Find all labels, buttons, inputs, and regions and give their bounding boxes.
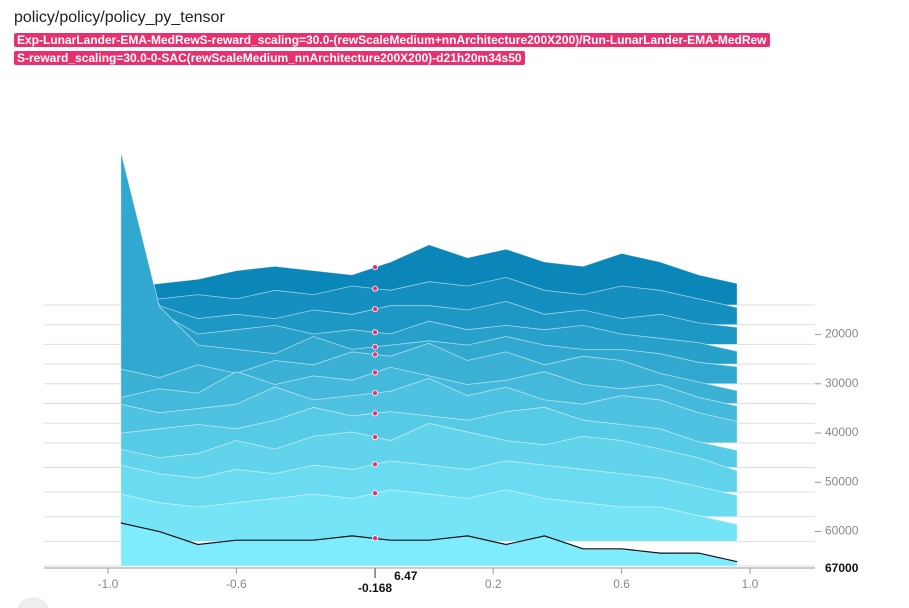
hover-dot	[372, 390, 379, 397]
y-tick-label: 60000	[825, 524, 859, 538]
hover-dot	[372, 285, 379, 292]
hover-dot	[372, 434, 379, 441]
hover-dot	[372, 306, 379, 313]
hover-step-label: 67000	[825, 561, 859, 575]
x-tick-label: 0.2	[485, 577, 502, 591]
hover-dot	[372, 351, 379, 358]
histogram-area	[120, 151, 738, 385]
hover-dot	[372, 369, 379, 376]
fullscreen-button	[17, 597, 49, 608]
hover-x-label: -0.168	[358, 581, 392, 595]
x-tick-label: 0.6	[613, 577, 630, 591]
hover-dot	[372, 329, 379, 336]
card-title: policy/policy/policy_py_tensor	[14, 9, 225, 26]
hover-dot	[372, 535, 379, 542]
hover-dot	[372, 461, 379, 468]
hover-dot	[372, 264, 379, 271]
y-tick-label: 40000	[825, 425, 859, 439]
histogram-area	[120, 213, 738, 365]
y-tick-label: 20000	[825, 327, 859, 341]
y-tick-label: 30000	[825, 376, 859, 390]
histogram-area	[120, 215, 738, 345]
x-tick-label: -1.0	[98, 577, 119, 591]
hover-line	[120, 522, 738, 563]
hover-dot	[372, 343, 379, 350]
run-label: Exp-LunarLander-EMA-MedRewS-reward_scali…	[14, 31, 774, 67]
y-tick-label: 50000	[825, 474, 859, 488]
hover-x-box	[351, 580, 400, 596]
hover-value-label: 6.47	[394, 569, 418, 583]
x-tick-label: -0.6	[226, 577, 247, 591]
hover-dot	[372, 490, 379, 497]
hover-dot	[372, 410, 379, 417]
histogram-area	[120, 489, 738, 542]
x-tick-label: 1.0	[742, 577, 759, 591]
